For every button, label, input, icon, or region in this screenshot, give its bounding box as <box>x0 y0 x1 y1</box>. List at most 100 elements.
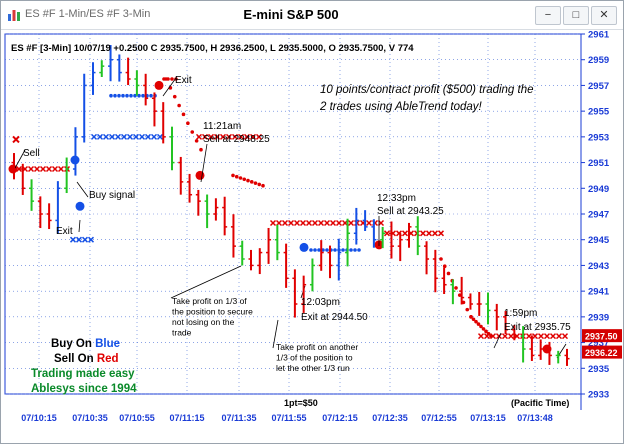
red-stop-x <box>269 219 277 227</box>
red-stop-x <box>201 133 209 140</box>
y-tick-label: 2937 <box>588 338 609 349</box>
annotation-pointer <box>76 181 89 198</box>
red-stop-x <box>51 165 59 173</box>
blue-stop-dot <box>129 93 133 98</box>
sell2-time: 12:33pm <box>377 193 416 204</box>
red-stop-x <box>419 230 427 237</box>
blue-stop-x <box>156 133 164 140</box>
y-tick-label: 2955 <box>588 107 610 118</box>
red-trail-dot <box>246 178 250 183</box>
note-line: Take profit on another <box>276 342 358 352</box>
annotation-pointer <box>162 77 177 97</box>
price-chart[interactable]: 2961 2959 2957 2955 2953 2951 2949 2947 2945 2943… <box>1 30 623 442</box>
note-line: trade <box>172 328 192 338</box>
red-stop-x <box>249 133 257 140</box>
red-stop-x <box>255 133 263 140</box>
red-stop-x <box>383 230 391 237</box>
blue-stop-x <box>120 133 128 140</box>
red-stop-x <box>347 219 355 227</box>
blue-stop-dot <box>341 248 345 252</box>
chart-title: E-mini S&P 500 <box>243 7 339 22</box>
sell-label: Sell <box>23 148 40 159</box>
note-line: not losing on the <box>172 317 235 327</box>
red-stop-x <box>425 230 433 237</box>
red-trail-dot <box>181 112 186 117</box>
note-line: the position to secure <box>172 307 253 317</box>
red-trail-dot <box>474 319 478 324</box>
legend-sell-word: Red <box>97 353 119 365</box>
red-stop-x <box>27 165 35 173</box>
annotation-pointer <box>78 219 81 233</box>
red-trail-dot <box>253 181 258 185</box>
red-stop-x <box>311 219 319 227</box>
red-trail-dot <box>257 182 262 187</box>
price-tags: 2937.50 2936.22 <box>582 329 622 359</box>
y-tick-label: 2943 <box>588 261 609 272</box>
buy-signal-label: Buy signal <box>89 190 135 201</box>
red-stop-x <box>305 219 313 227</box>
legend-sell-prefix: Sell On <box>54 353 94 365</box>
red-stop-x <box>45 165 53 173</box>
take-profit-note-1: Take profit on 1/3 of the position to sec… <box>172 296 253 338</box>
red-trail-dot <box>471 317 476 322</box>
sell1-time: 11:21am <box>203 121 241 132</box>
red-trail-dot <box>194 139 199 143</box>
red-stop-x <box>531 333 539 340</box>
y-tick-label: 2953 <box>588 132 609 143</box>
blue-stop-x <box>132 133 140 140</box>
y-tick-label: 2945 <box>588 235 610 246</box>
red-stop-x <box>275 219 283 227</box>
y-tick-label: 2933 <box>588 390 609 401</box>
blue-stop-x <box>102 133 110 140</box>
blue-stop-x <box>144 133 152 140</box>
red-stop-x <box>507 333 515 340</box>
blue-stop-x <box>150 133 158 140</box>
red-trail-dot <box>242 177 247 182</box>
y-tick-label: 2939 <box>588 312 609 323</box>
blue-stop-x <box>138 133 146 140</box>
red-trail-dot <box>238 176 243 180</box>
red-stop-x <box>549 333 557 340</box>
red-stop-x <box>317 219 325 227</box>
maximize-button[interactable]: □ <box>563 6 589 25</box>
red-stop-x <box>213 133 221 140</box>
red-stop-x <box>287 219 295 227</box>
note-line: Take profit on 1/3 of <box>172 296 247 306</box>
red-trail-dot <box>489 334 493 338</box>
y-tick-label: 2951 <box>588 158 610 169</box>
red-stop-x <box>395 230 403 237</box>
red-stop-x <box>329 219 337 227</box>
x-tick-label: 07/11:15 <box>169 413 204 423</box>
blue-stop-x <box>69 236 77 243</box>
red-stop-x <box>207 133 215 140</box>
price-tag-box <box>582 329 622 343</box>
red-trail-dot <box>186 121 190 125</box>
exit4-time: 1:59pm <box>504 308 537 319</box>
exit3-time: 12:03pm <box>301 297 340 308</box>
red-stop-x <box>281 219 289 227</box>
blue-stop-dot <box>137 93 141 98</box>
red-trail-dot <box>484 329 488 334</box>
grid-lines <box>5 33 581 395</box>
minimize-button[interactable]: − <box>535 6 561 25</box>
close-button[interactable]: ✕ <box>591 6 617 25</box>
annotation-pointer <box>272 319 279 349</box>
x-tick-labels: 07/10:15 07/10:35 07/10:55 07/11:15 07/11:35… <box>21 413 553 423</box>
red-trail-dot <box>457 293 462 297</box>
blue-stop-dot <box>317 248 321 252</box>
red-stop-x <box>477 333 485 340</box>
red-stop-x <box>401 230 409 237</box>
x-tick-label: 07/12:15 <box>322 413 358 423</box>
red-stop-x <box>365 219 373 227</box>
red-stop-x <box>561 333 569 340</box>
red-trail-dot <box>439 257 443 261</box>
marks-layer <box>8 77 569 359</box>
blue-stop-dot <box>109 93 113 98</box>
sell2-price: Sell at 2943.25 <box>377 206 444 217</box>
blue-stop-x <box>81 236 89 243</box>
chart-subtitle: ES #F [3-Min] 10/07/19 +0.2500 C 2935.75… <box>11 43 414 54</box>
blue-stop-dot <box>121 93 125 98</box>
maximize-icon: □ <box>572 9 580 21</box>
